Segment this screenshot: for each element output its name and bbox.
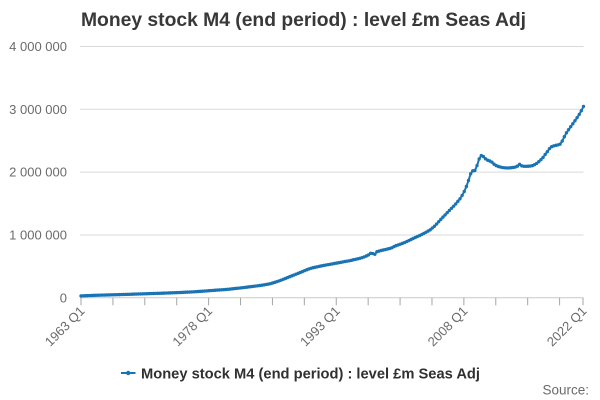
svg-text:2 000 000: 2 000 000 — [9, 165, 67, 180]
svg-text:3 000 000: 3 000 000 — [9, 102, 67, 117]
svg-text:Money stock M4 (end period) :: Money stock M4 (end period) : level £m S… — [141, 366, 480, 382]
svg-text:4 000 000: 4 000 000 — [9, 39, 67, 54]
svg-text:1 000 000: 1 000 000 — [9, 228, 67, 243]
svg-text:Money stock M4 (end period) :: Money stock M4 (end period) : level £m S… — [81, 10, 526, 31]
svg-text:0: 0 — [60, 290, 67, 305]
svg-text:Source:: Source: — [542, 383, 589, 398]
